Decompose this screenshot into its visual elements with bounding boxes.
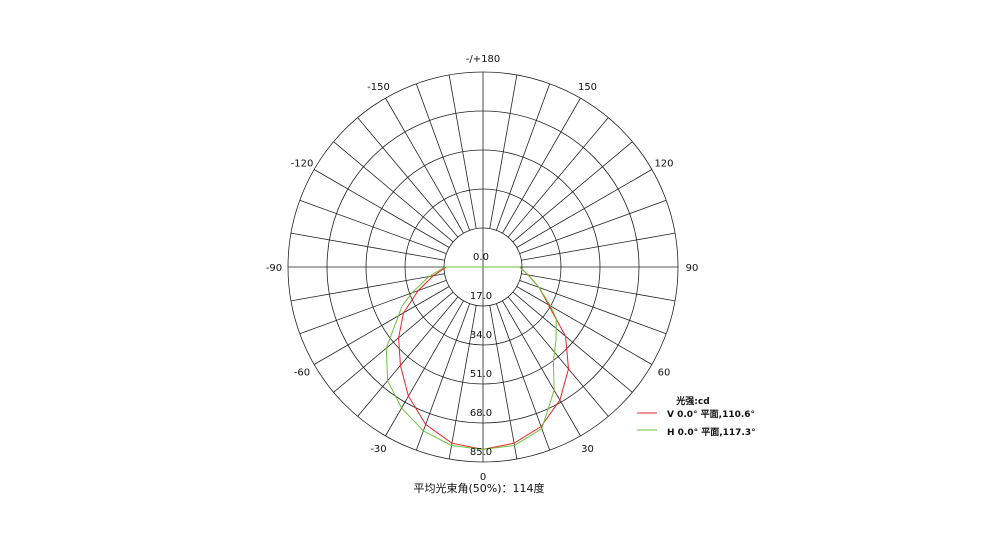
angle-label: 60: [658, 368, 671, 379]
grid-spoke: [333, 291, 454, 393]
angle-label: 0: [480, 472, 486, 483]
grid-spoke: [519, 279, 667, 335]
legend: 光强:cd V 0.0° 平面,110.6° H 0.0° 平面,117.3°: [637, 395, 756, 438]
angle-label: 90: [686, 263, 699, 274]
grid-spoke: [507, 117, 609, 238]
grid-spoke: [521, 273, 676, 302]
angle-label: -30: [370, 444, 386, 455]
grid-spoke: [512, 141, 633, 243]
radial-tick-label: 0.0: [473, 252, 489, 263]
series-curve-v: [398, 266, 570, 450]
grid-spoke: [502, 300, 581, 437]
grid-spoke: [489, 74, 518, 229]
grid-spoke: [415, 83, 471, 231]
grid-spoke: [495, 83, 551, 231]
grid-spoke: [415, 303, 471, 451]
grid-spoke: [519, 199, 667, 255]
angle-label: -/+180: [466, 54, 500, 65]
series-curve-h: [385, 266, 557, 450]
legend-label-h: H 0.0° 平面,117.3°: [667, 427, 756, 438]
grid-spoke: [495, 303, 551, 451]
angle-label: -120: [291, 159, 314, 170]
grid-spoke: [521, 232, 676, 261]
grid-spoke: [448, 305, 477, 460]
grid-spoke: [357, 117, 459, 238]
series-curves: [385, 266, 570, 450]
angle-label: -60: [294, 368, 310, 379]
grid-spoke: [333, 141, 454, 243]
legend-label-v: V 0.0° 平面,110.6°: [667, 409, 755, 420]
grid-spoke: [299, 279, 447, 335]
grid-spoke: [502, 97, 581, 234]
grid-spoke: [516, 286, 653, 365]
grid-spoke: [385, 97, 464, 234]
grid-spoke: [299, 199, 447, 255]
grid-spoke: [357, 296, 459, 417]
radial-tick-label: 85.0: [470, 447, 492, 458]
grid-spoke: [290, 232, 445, 261]
grid-spoke: [385, 300, 464, 437]
angle-label: 30: [581, 444, 594, 455]
radial-tick-label: 51.0: [470, 369, 492, 380]
polar-grid: [287, 71, 679, 463]
angle-label: -90: [266, 263, 282, 274]
radial-tick-label: 34.0: [470, 330, 492, 341]
radial-tick-label: 17.0: [470, 291, 492, 302]
angle-label: 150: [578, 82, 597, 93]
angle-label: -150: [367, 82, 390, 93]
grid-spoke: [512, 291, 633, 393]
grid-spoke: [313, 286, 450, 365]
legend-title: 光强:cd: [675, 395, 709, 407]
chart-labels: 0.0 17.0 34.0 51.0 68.0 85.0 0 30 60 90 120 150 -/+1…: [266, 54, 699, 483]
grid-spoke: [313, 169, 450, 248]
angle-label: 120: [654, 159, 673, 170]
grid-spoke: [507, 296, 609, 417]
beam-angle-caption: 平均光束角(50%)：114度: [413, 481, 544, 495]
grid-spoke: [489, 305, 518, 460]
grid-spoke: [516, 169, 653, 248]
grid-spoke: [448, 74, 477, 229]
radial-tick-label: 68.0: [470, 408, 492, 419]
grid-spoke: [290, 273, 445, 302]
